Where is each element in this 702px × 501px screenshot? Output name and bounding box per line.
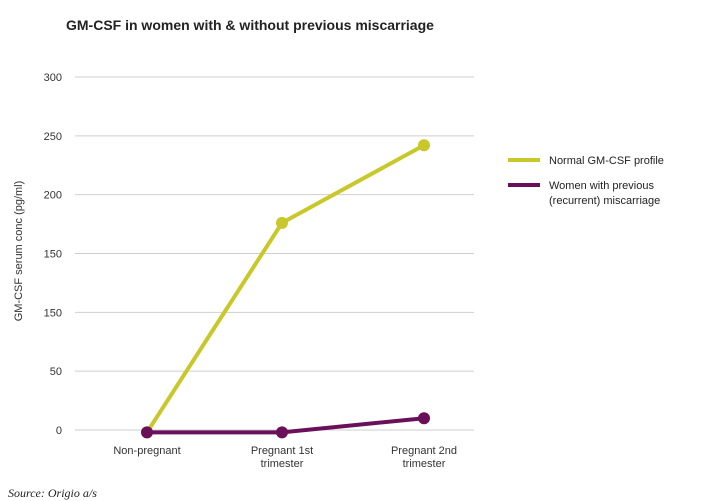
grid (75, 76, 474, 431)
x-tick-label: Non-pregnant (113, 445, 180, 457)
legend-label-line: (recurrent) miscarriage (549, 195, 660, 207)
y-tick-label: 150 (44, 249, 62, 261)
series-line (145, 143, 426, 435)
series (141, 139, 430, 439)
y-tick-label: 0 (56, 425, 62, 437)
x-tick-label-line: trimester (403, 458, 446, 470)
chart-title: GM-CSF in women with & without previous … (66, 17, 434, 33)
legend: Normal GM-CSF profile Women with previous… (508, 155, 664, 207)
source-note: Source: Origio a/s (8, 486, 97, 500)
legend-label: Normal GM-CSF profile (549, 155, 664, 167)
y-tick-label: 300 (44, 72, 62, 84)
series-1 (141, 412, 430, 439)
x-tick-label: Pregnant 1st trimester (251, 445, 313, 470)
data-point (276, 216, 288, 229)
x-tick-label-line: Pregnant 2nd (391, 445, 457, 457)
y-axis-label: GM-CSF serum conc (pg/ml) (13, 181, 25, 322)
x-tick-label-line: Non-pregnant (113, 445, 180, 457)
y-tick-label: 200 (44, 190, 62, 202)
x-tick-label: Pregnant 2nd trimester (391, 445, 457, 470)
y-tick-label: 50 (50, 366, 62, 378)
legend-label-line: Women with previous (549, 180, 654, 192)
x-tick-labels: Non-pregnant Pregnant 1st trimesterPregnan… (113, 445, 457, 470)
data-point (276, 426, 288, 439)
y-tick-label: 150 (44, 307, 62, 319)
legend-label: Women with previous (recurrent) miscarria… (549, 180, 660, 207)
y-tick-label: 250 (44, 131, 62, 143)
data-point (418, 139, 430, 152)
series-0 (141, 139, 430, 439)
data-point (141, 426, 153, 439)
data-point (418, 412, 430, 425)
x-tick-label-line: trimester (261, 458, 304, 470)
y-tick-labels: 0 50 150 150 200 250 300 (44, 72, 62, 437)
x-tick-label-line: Pregnant 1st (251, 445, 313, 457)
legend-label-line: Normal GM-CSF profile (549, 155, 664, 167)
